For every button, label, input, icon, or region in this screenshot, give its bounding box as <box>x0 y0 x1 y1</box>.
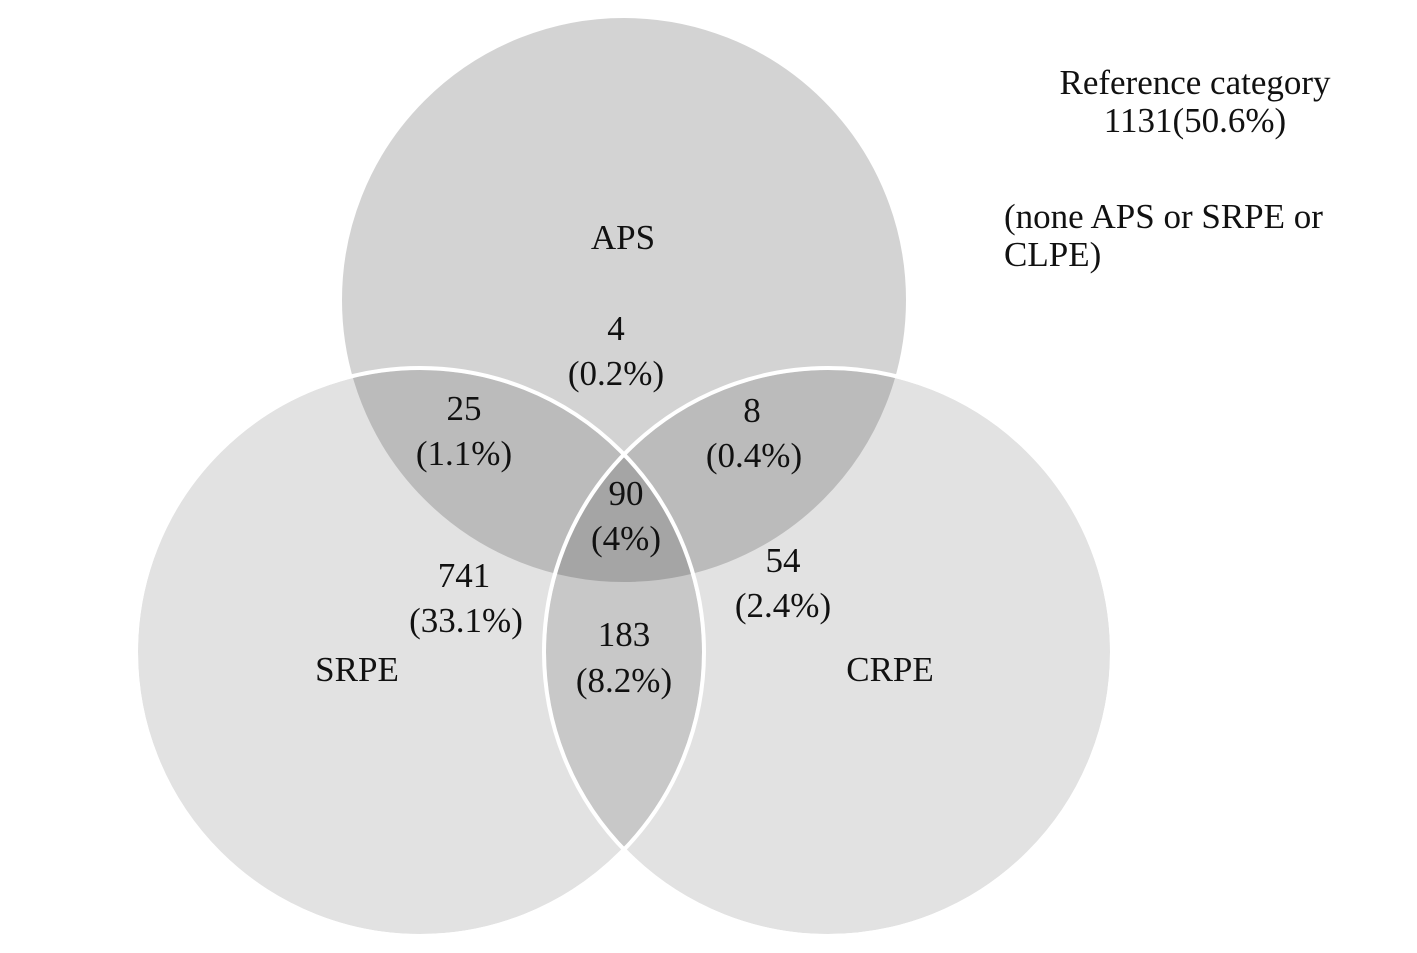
reference-category-value: 1131(50.6%) <box>1103 101 1287 140</box>
outline-srpe <box>134 366 706 938</box>
region-srpe-crpe-percent: (8.2%) <box>576 661 672 700</box>
reference-note-line-2: CLPE) <box>1004 235 1102 274</box>
region-aps-only-count: 4 <box>607 309 625 348</box>
region-all-count: 90 <box>609 474 644 513</box>
region-aps-crpe-percent: (0.4%) <box>706 436 802 475</box>
venn-outlines <box>134 366 1114 938</box>
outline-crpe <box>542 366 1114 938</box>
label-srpe: SRPE <box>315 650 399 689</box>
region-srpe-crpe-count: 183 <box>598 615 651 654</box>
reference-category-block: Reference category 1131(50.6%) <box>1000 64 1390 140</box>
region-srpe-only-count: 741 <box>438 556 491 595</box>
region-crpe-only-percent: (2.4%) <box>735 586 831 625</box>
region-srpe-only-percent: (33.1%) <box>409 601 523 640</box>
region-all-percent: (4%) <box>591 519 661 558</box>
region-aps-srpe-percent: (1.1%) <box>416 434 512 473</box>
reference-category-title: Reference category <box>1059 63 1331 102</box>
circle-aps <box>338 14 910 586</box>
reference-category-note: (none APS or SRPE or CLPE) <box>1004 198 1384 274</box>
region-aps-only-percent: (0.2%) <box>568 354 664 393</box>
region-crpe-only-count: 54 <box>766 541 801 580</box>
venn-circles <box>134 14 1114 938</box>
label-crpe: CRPE <box>846 650 934 689</box>
label-aps: APS <box>591 218 655 257</box>
reference-note-line-1: (none APS or SRPE or <box>1004 197 1323 236</box>
region-aps-srpe-count: 25 <box>447 389 482 428</box>
region-aps-crpe-count: 8 <box>743 391 761 430</box>
